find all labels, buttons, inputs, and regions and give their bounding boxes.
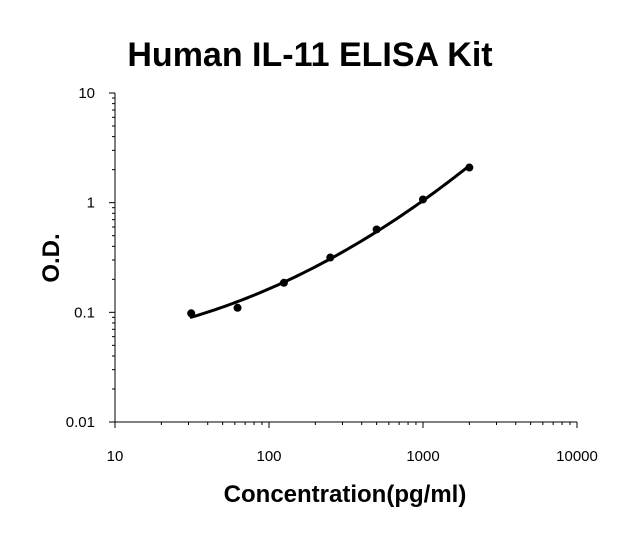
data-point (187, 309, 196, 318)
x-tick-label: 1000 (406, 448, 439, 465)
x-axis-label: Concentration(pg/ml) (223, 481, 467, 508)
data-point (279, 278, 288, 287)
y-tick-label: 0.01 (66, 414, 95, 431)
fit-curve (189, 164, 471, 319)
data-points (187, 163, 474, 318)
data-point (233, 303, 242, 312)
y-tick-label: 1 (87, 195, 95, 212)
x-tick-label: 100 (256, 448, 281, 465)
x-tick-label: 10000 (556, 448, 598, 465)
x-tick-label: 10 (107, 448, 124, 465)
chart-title: Human IL-11 ELISA Kit (127, 36, 493, 74)
axes (109, 92, 578, 428)
y-tick-label: 0.1 (74, 304, 95, 321)
tick-labels: 0.01 0.1 1 10 10 100 1000 10000 (66, 85, 598, 465)
data-point (326, 253, 335, 262)
data-point (419, 195, 427, 204)
data-point (465, 163, 474, 172)
y-axis-label: O.D. (38, 233, 65, 283)
data-point (372, 225, 381, 234)
y-tick-label: 10 (78, 85, 95, 102)
